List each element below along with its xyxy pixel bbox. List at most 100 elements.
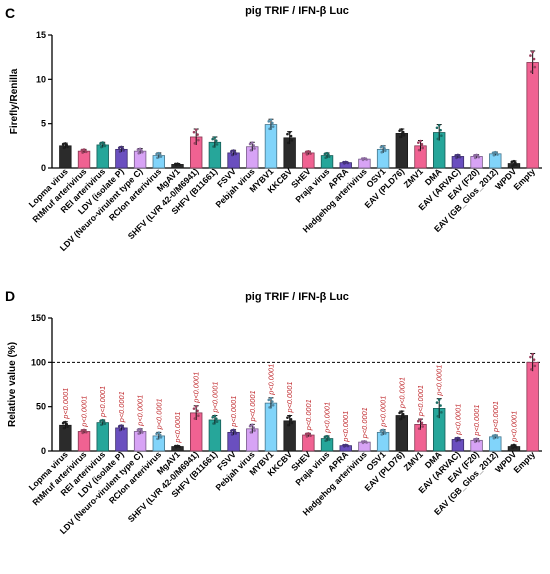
p-value-label: p<0.0001 [472, 405, 481, 437]
data-point [249, 431, 253, 434]
data-point [455, 439, 458, 443]
bar [489, 153, 502, 169]
data-point [457, 437, 461, 441]
data-point [531, 50, 534, 54]
data-point [384, 149, 387, 153]
data-point [65, 422, 69, 426]
data-point [421, 425, 425, 428]
y-tick-label: 10 [36, 74, 46, 84]
data-point [267, 398, 271, 402]
data-point [436, 137, 440, 141]
data-point [248, 424, 252, 428]
data-point [364, 440, 368, 444]
data-point [230, 433, 234, 436]
data-point [402, 416, 406, 419]
data-point [417, 148, 421, 152]
bar [227, 431, 240, 452]
p-value-label: p<0.0001 [491, 401, 500, 433]
p-value-label: p<0.0001 [435, 365, 444, 397]
data-point [192, 130, 196, 134]
data-point [529, 368, 533, 371]
p-value-label: p<0.0001 [229, 396, 238, 428]
data-point [233, 430, 237, 433]
data-point [65, 143, 69, 147]
p-value-label: p<0.0001 [80, 396, 89, 428]
p-value-label: p<0.0001 [248, 390, 257, 422]
category-label: ZMV1 [402, 166, 425, 189]
data-point [197, 138, 200, 142]
data-point [304, 432, 308, 436]
bar [376, 431, 390, 452]
data-point [102, 142, 106, 146]
p-value-label: p<0.0001 [192, 372, 201, 404]
data-point [305, 153, 309, 156]
data-point [419, 418, 422, 421]
data-point [269, 397, 273, 400]
bar [395, 415, 409, 452]
data-point [155, 152, 158, 156]
p-value-label: p<0.0001 [397, 377, 406, 409]
data-point [102, 420, 106, 424]
p-value-label: p<0.0001 [136, 395, 145, 427]
data-point [439, 128, 442, 132]
data-point [233, 150, 237, 154]
data-point [379, 145, 383, 149]
data-point [324, 156, 327, 160]
data-point [177, 162, 181, 166]
data-point [267, 120, 271, 123]
data-point [99, 419, 102, 423]
y-tick-label: 0 [41, 163, 46, 173]
data-point [343, 162, 346, 165]
bar [115, 148, 128, 169]
p-value-label: p<0.0001 [210, 381, 219, 413]
p-value-label: p<0.0001 [117, 391, 126, 423]
data-point [66, 425, 69, 429]
data-point [289, 417, 293, 421]
bar [77, 150, 91, 169]
data-point [420, 142, 424, 146]
data-point [510, 160, 514, 164]
data-point [177, 445, 181, 448]
data-point [271, 403, 275, 407]
data-point [457, 154, 461, 158]
data-point [511, 446, 514, 450]
data-point [271, 125, 275, 128]
data-point [343, 445, 346, 448]
data-point [253, 147, 256, 150]
data-point [230, 153, 234, 157]
bar [77, 431, 91, 452]
data-point [269, 118, 273, 122]
data-point [532, 57, 536, 61]
data-point [383, 147, 386, 150]
data-point [271, 121, 274, 125]
bar [526, 361, 539, 452]
data-point [155, 432, 158, 436]
data-point [212, 422, 215, 425]
data-point [230, 150, 233, 153]
data-point [248, 142, 252, 146]
data-point [194, 405, 198, 408]
data-point [473, 440, 477, 444]
data-point [495, 434, 498, 438]
bar [208, 419, 222, 452]
data-point [196, 133, 199, 136]
data-point [383, 430, 386, 433]
data-point [399, 135, 402, 139]
p-value-label: p<0.0001 [304, 399, 313, 431]
y-tick-label: 50 [36, 402, 46, 412]
bar [96, 422, 109, 452]
data-point [156, 437, 159, 441]
chart-d: pig TRIF / IFN-β Luc Relative value (%) 0 5… [7, 291, 542, 536]
y-tick-label: 100 [31, 357, 46, 367]
data-point [529, 355, 532, 359]
data-point [174, 163, 178, 167]
bar [133, 431, 147, 452]
data-point [140, 429, 143, 432]
p-value-label: p<0.0001 [360, 407, 369, 439]
bar [115, 427, 128, 452]
data-point [529, 70, 533, 74]
data-point [533, 65, 537, 69]
data-point [84, 149, 87, 152]
data-point [213, 136, 217, 139]
